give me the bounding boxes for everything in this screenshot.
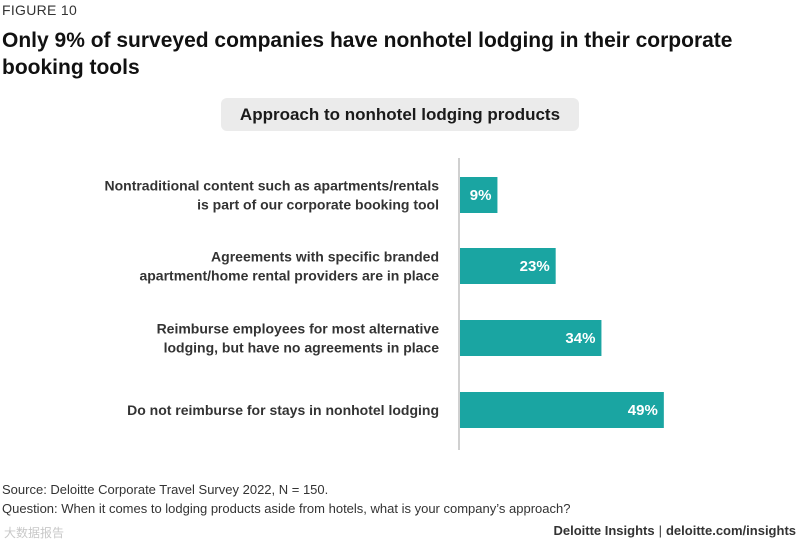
watermark: 大数据报告 [4,526,65,540]
chart-subtitle-text: Approach to nonhotel lodging products [239,104,561,124]
chart-title: Only 9% of surveyed companies have nonho… [2,29,733,79]
category-label-2-line-0: Reimburse employees for most alternative [157,321,440,337]
category-label-1-line-0: Agreements with specific branded [211,249,439,265]
bar-value-label-2: 34% [565,330,595,347]
bar-chart: 9% Nontraditional content such as apartme… [104,158,664,450]
category-label-3-line-0: Do not reimburse for stays in nonhotel l… [127,402,439,418]
bar-2 [460,320,602,356]
category-label-2-line-1: lodging, but have no agreements in place [164,340,440,356]
category-label-0-line-0: Nontraditional content such as apartment… [104,178,439,194]
category-label-0-line-1: is part of our corporate booking tool [197,197,439,213]
brand-separator: | [658,523,662,538]
bar-3 [460,392,664,428]
bar-value-label-3: 49% [628,402,658,419]
figure-label: FIGURE 10 [2,2,78,18]
bar-1 [460,248,556,284]
bar-0 [460,177,498,213]
brand-footer: Deloitte Insights | deloitte.com/insights [553,523,796,538]
category-label-1-line-1: apartment/home rental providers are in p… [139,268,439,284]
question-note: Question: When it comes to lodging produ… [2,501,571,516]
source-note: Source: Deloitte Corporate Travel Survey… [2,482,329,497]
bar-value-label-0: 9% [470,187,492,204]
brand-name: Deloitte Insights [553,523,655,538]
chart-subtitle: Approach to nonhotel lodging products [221,98,579,131]
bar-value-label-1: 23% [520,258,550,275]
brand-url[interactable]: deloitte.com/insights [665,523,796,538]
